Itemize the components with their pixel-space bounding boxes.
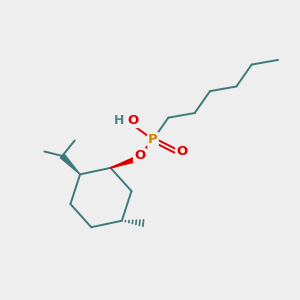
- Polygon shape: [60, 154, 80, 174]
- Text: P: P: [148, 133, 158, 146]
- Text: O: O: [134, 149, 145, 162]
- Polygon shape: [111, 157, 137, 168]
- Text: H: H: [114, 114, 124, 127]
- Text: O: O: [176, 145, 188, 158]
- Text: O: O: [128, 114, 139, 127]
